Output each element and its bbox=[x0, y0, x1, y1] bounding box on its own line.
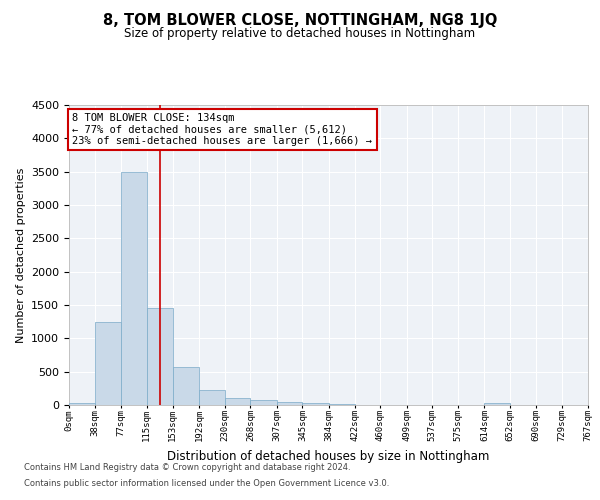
Bar bbox=[329, 404, 355, 405]
Text: 8 TOM BLOWER CLOSE: 134sqm
← 77% of detached houses are smaller (5,612)
23% of s: 8 TOM BLOWER CLOSE: 134sqm ← 77% of deta… bbox=[73, 113, 373, 146]
Bar bbox=[224, 398, 250, 405]
Text: Contains public sector information licensed under the Open Government Licence v3: Contains public sector information licen… bbox=[24, 478, 389, 488]
Bar bbox=[69, 403, 95, 405]
Text: 8, TOM BLOWER CLOSE, NOTTINGHAM, NG8 1JQ: 8, TOM BLOWER CLOSE, NOTTINGHAM, NG8 1JQ bbox=[103, 12, 497, 28]
Bar bbox=[173, 367, 199, 405]
Text: Size of property relative to detached houses in Nottingham: Size of property relative to detached ho… bbox=[124, 28, 476, 40]
X-axis label: Distribution of detached houses by size in Nottingham: Distribution of detached houses by size … bbox=[167, 450, 490, 463]
Y-axis label: Number of detached properties: Number of detached properties bbox=[16, 168, 26, 342]
Bar bbox=[277, 402, 302, 405]
Bar bbox=[250, 400, 277, 405]
Bar bbox=[484, 403, 510, 405]
Bar bbox=[147, 308, 173, 405]
Bar bbox=[199, 390, 224, 405]
Text: Contains HM Land Registry data © Crown copyright and database right 2024.: Contains HM Land Registry data © Crown c… bbox=[24, 464, 350, 472]
Bar bbox=[302, 403, 329, 405]
Bar bbox=[121, 172, 147, 405]
Bar bbox=[95, 322, 121, 405]
